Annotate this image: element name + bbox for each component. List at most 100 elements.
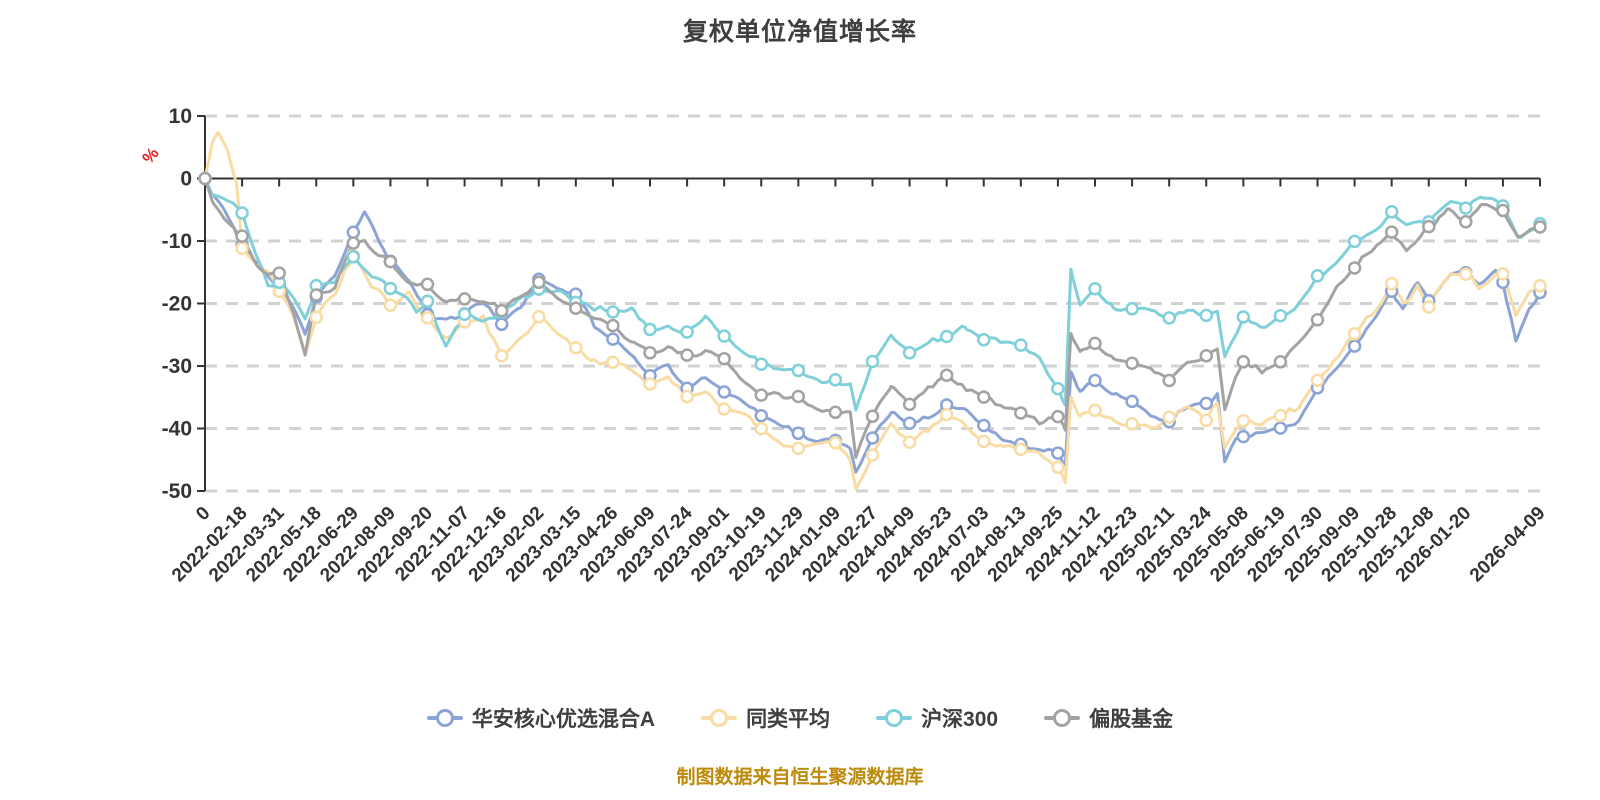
series-marker-同类平均[interactable] (939, 407, 954, 422)
series-marker-沪深300[interactable] (643, 322, 657, 337)
series-marker-同类平均[interactable] (1273, 408, 1288, 423)
series-marker-偏股基金[interactable] (1162, 373, 1176, 388)
series-marker-沪深300[interactable] (1125, 302, 1139, 316)
series-marker-同类平均[interactable] (754, 421, 769, 436)
series-marker-同类平均[interactable] (977, 434, 991, 449)
legend-item-category-average[interactable]: 同类平均 (701, 703, 830, 733)
series-marker-偏股基金[interactable] (717, 351, 731, 366)
series-marker-沪深300[interactable] (1347, 234, 1362, 249)
series-marker-同类平均[interactable] (235, 241, 249, 255)
series-marker-同类平均[interactable] (643, 377, 657, 391)
series-marker-偏股基金[interactable] (939, 368, 954, 383)
series-marker-同类平均[interactable] (1310, 373, 1325, 388)
series-marker-偏股基金[interactable] (1088, 336, 1102, 351)
series-marker-偏股基金[interactable] (1310, 313, 1325, 327)
series-marker-沪深300[interactable] (828, 373, 843, 387)
legend-item-csi300[interactable]: 沪深300 (876, 703, 998, 733)
series-marker-偏股基金[interactable] (383, 254, 398, 269)
series-marker-同类平均[interactable] (680, 389, 694, 404)
series-marker-沪深300[interactable] (1051, 381, 1065, 396)
series-marker-偏股基金[interactable] (1051, 409, 1065, 424)
series-marker-同类平均[interactable] (532, 310, 546, 324)
series-marker-偏股基金[interactable] (1533, 220, 1547, 234)
series-marker-偏股基金[interactable] (457, 292, 472, 306)
series-marker-偏股基金[interactable] (420, 277, 435, 292)
series-marker-同类平均[interactable] (1014, 442, 1028, 457)
series-marker-华安核心优选混合A[interactable] (1273, 421, 1288, 435)
series-marker-偏股基金[interactable] (1236, 355, 1251, 369)
series-marker-华安核心优选混合A[interactable] (902, 416, 917, 430)
series-marker-偏股基金[interactable] (235, 229, 249, 243)
series-marker-同类平均[interactable] (1125, 417, 1139, 431)
series-marker-偏股基金[interactable] (865, 409, 880, 424)
series-marker-华安核心优选混合A[interactable] (754, 408, 769, 423)
series-marker-同类平均[interactable] (828, 436, 843, 450)
series-marker-华安核心优选混合A[interactable] (1088, 373, 1102, 388)
series-marker-偏股基金[interactable] (198, 171, 212, 186)
series-line-同类平均[interactable] (203, 130, 1542, 491)
series-marker-沪深300[interactable] (1459, 201, 1473, 215)
series-marker-同类平均[interactable] (1162, 410, 1176, 424)
series-marker-同类平均[interactable] (791, 441, 806, 455)
series-line-华安核心优选混合A[interactable] (203, 177, 1542, 474)
series-marker-华安核心优选混合A[interactable] (791, 426, 806, 441)
series-marker-沪深300[interactable] (1162, 311, 1176, 325)
series-marker-偏股基金[interactable] (902, 397, 917, 412)
series-marker-沪深300[interactable] (717, 329, 731, 343)
series-marker-偏股基金[interactable] (1125, 356, 1139, 370)
series-marker-同类平均[interactable] (1051, 460, 1065, 475)
series-marker-华安核心优选混合A[interactable] (977, 418, 991, 433)
series-marker-沪深300[interactable] (1088, 281, 1102, 296)
series-marker-偏股基金[interactable] (346, 236, 361, 250)
series-marker-华安核心优选混合A[interactable] (346, 225, 361, 240)
series-marker-华安核心优选混合A[interactable] (865, 431, 880, 445)
series-marker-偏股基金[interactable] (643, 346, 657, 360)
series-marker-沪深300[interactable] (1236, 310, 1251, 324)
series-marker-沪深300[interactable] (457, 307, 472, 321)
series-marker-沪深300[interactable] (420, 294, 435, 308)
series-marker-偏股基金[interactable] (569, 301, 583, 315)
series-marker-偏股基金[interactable] (1347, 261, 1362, 275)
series-marker-偏股基金[interactable] (680, 348, 694, 362)
series-marker-同类平均[interactable] (494, 348, 509, 363)
series-marker-沪深300[interactable] (383, 281, 398, 296)
series-marker-沪深300[interactable] (939, 329, 954, 344)
series-marker-偏股基金[interactable] (1496, 203, 1510, 218)
series-marker-同类平均[interactable] (902, 435, 917, 449)
series-marker-华安核心优选混合A[interactable] (1347, 339, 1362, 353)
legend-item-huaan-fund[interactable]: 华安核心优选混合A (426, 703, 655, 733)
series-marker-偏股基金[interactable] (494, 303, 509, 318)
series-marker-同类平均[interactable] (1422, 300, 1436, 314)
series-marker-同类平均[interactable] (606, 355, 620, 369)
series-marker-同类平均[interactable] (1347, 327, 1362, 341)
series-marker-沪深300[interactable] (1384, 205, 1399, 219)
series-marker-同类平均[interactable] (1533, 279, 1547, 293)
series-marker-沪深300[interactable] (865, 354, 880, 369)
series-marker-华安核心优选混合A[interactable] (606, 332, 620, 346)
series-marker-沪深300[interactable] (1310, 269, 1325, 283)
legend-item-equity-funds[interactable]: 偏股基金 (1044, 703, 1173, 733)
series-marker-同类平均[interactable] (1236, 413, 1251, 428)
series-marker-偏股基金[interactable] (828, 405, 843, 420)
series-marker-沪深300[interactable] (754, 357, 769, 371)
series-marker-沪深300[interactable] (606, 305, 620, 319)
growth-line-chart[interactable]: 100-10-20-30-40-50%02022-02-182022-03-31… (0, 0, 1600, 700)
series-marker-偏股基金[interactable] (977, 390, 991, 404)
series-marker-沪深300[interactable] (977, 333, 991, 347)
series-marker-沪深300[interactable] (346, 250, 361, 264)
series-marker-华安核心优选混合A[interactable] (1125, 394, 1139, 409)
series-marker-华安核心优选混合A[interactable] (1199, 396, 1214, 411)
series-marker-同类平均[interactable] (1496, 267, 1510, 281)
series-marker-同类平均[interactable] (1088, 403, 1102, 418)
series-marker-偏股基金[interactable] (1273, 355, 1288, 369)
series-marker-华安核心优选混合A[interactable] (1051, 446, 1065, 460)
series-marker-偏股基金[interactable] (1014, 406, 1028, 420)
series-marker-华安核心优选混合A[interactable] (717, 385, 731, 399)
series-marker-偏股基金[interactable] (1199, 349, 1214, 363)
series-marker-沪深300[interactable] (1014, 338, 1028, 352)
series-marker-同类平均[interactable] (309, 310, 324, 324)
series-marker-沪深300[interactable] (902, 346, 917, 360)
series-marker-同类平均[interactable] (569, 341, 583, 355)
series-marker-偏股基金[interactable] (791, 389, 806, 404)
series-marker-沪深300[interactable] (235, 206, 249, 220)
